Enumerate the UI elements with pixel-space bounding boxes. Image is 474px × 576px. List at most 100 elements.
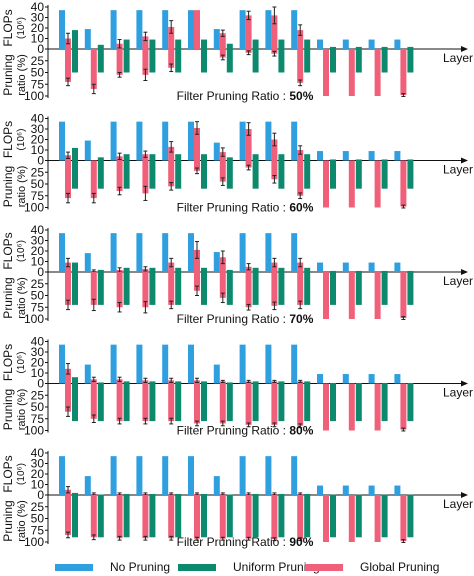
bar-flops-no-pruning	[59, 456, 65, 495]
bar-ratio-global-pruning	[194, 383, 200, 424]
bar-ratio-uniform-pruning	[407, 495, 414, 538]
bar-flops-uniform-pruning	[201, 39, 207, 49]
bar-flops-no-pruning	[110, 121, 117, 161]
flops-tick-label: 30	[31, 11, 45, 25]
bar-ratio-uniform-pruning	[381, 383, 388, 422]
flops-axis-label: FLOPs	[1, 232, 15, 269]
bar-flops-uniform-pruning	[175, 493, 182, 495]
bar-flops-no-pruning	[368, 374, 375, 384]
bar-ratio-global-pruning	[323, 383, 329, 431]
bar-flops-no-pruning	[265, 121, 272, 161]
bar-flops-uniform-pruning	[252, 267, 259, 272]
ratio-tick-label: 75	[31, 189, 45, 203]
bar-flops-uniform-pruning	[175, 154, 182, 161]
flops-tick-label: 0	[37, 265, 44, 279]
bar-flops-no-pruning	[84, 140, 91, 161]
bar-flops-no-pruning	[110, 10, 117, 49]
bar-ratio-global-pruning	[348, 272, 355, 319]
flops-tick-label: 0	[37, 488, 44, 502]
bar-flops-uniform-pruning	[226, 157, 233, 161]
bar-flops-global-pruning	[271, 15, 278, 49]
bar-flops-uniform-pruning	[149, 493, 156, 495]
bar-ratio-uniform-pruning	[304, 383, 311, 422]
bar-flops-no-pruning	[265, 233, 272, 272]
bar-flops-global-pruning	[168, 146, 175, 161]
bar-flops-uniform-pruning	[252, 493, 259, 495]
bar-ratio-uniform-pruning	[149, 272, 156, 305]
bar-flops-no-pruning	[84, 476, 91, 495]
bar-ratio-global-pruning	[374, 383, 381, 431]
ratio-tick-label: 75	[31, 412, 45, 426]
bar-flops-uniform-pruning	[123, 493, 130, 495]
bar-flops-uniform-pruning	[252, 381, 259, 384]
bar-ratio-global-pruning	[348, 383, 355, 431]
bar-flops-no-pruning	[342, 374, 349, 384]
legend-label-no-pruning: No Pruning	[110, 560, 170, 574]
bar-ratio-uniform-pruning	[226, 495, 233, 538]
bar-flops-uniform-pruning	[97, 44, 104, 49]
bar-ratio-uniform-pruning	[97, 383, 104, 422]
bar-flops-uniform-pruning	[381, 382, 388, 384]
bar-ratio-uniform-pruning	[407, 49, 414, 73]
ratio-tick-label: 100	[24, 89, 44, 103]
bar-flops-global-pruning	[245, 129, 252, 161]
bar-flops-no-pruning	[59, 344, 65, 384]
ratio-axis-unit: ratio (%)	[16, 166, 28, 208]
bar-flops-uniform-pruning	[381, 159, 388, 161]
bar-ratio-global-pruning	[65, 383, 71, 412]
bar-flops-uniform-pruning	[149, 267, 156, 272]
bar-ratio-global-pruning	[116, 49, 123, 75]
bar-ratio-global-pruning	[374, 49, 381, 96]
bar-flops-uniform-pruning	[149, 381, 156, 384]
bar-flops-no-pruning	[84, 364, 91, 384]
bar-ratio-uniform-pruning	[278, 383, 285, 422]
bar-flops-no-pruning	[291, 10, 298, 49]
bar-flops-no-pruning	[136, 121, 143, 161]
bar-flops-no-pruning	[59, 121, 65, 161]
bar-flops-uniform-pruning	[201, 493, 207, 495]
bar-ratio-uniform-pruning	[278, 495, 285, 538]
bar-ratio-global-pruning	[271, 160, 278, 180]
bar-ratio-uniform-pruning	[304, 495, 311, 538]
ratio-axis-unit: ratio (%)	[16, 500, 28, 542]
bar-flops-uniform-pruning	[97, 494, 104, 495]
bar-flops-uniform-pruning	[252, 39, 259, 49]
bar-flops-uniform-pruning	[278, 493, 285, 495]
bar-ratio-uniform-pruning	[330, 272, 336, 305]
bar-flops-no-pruning	[136, 456, 143, 495]
ratio-tick-label: 25	[31, 388, 45, 402]
flops-axis-label: FLOPs	[1, 455, 15, 492]
bar-flops-global-pruning	[142, 36, 149, 49]
x-axis-arrow	[461, 269, 468, 275]
bar-flops-no-pruning	[162, 121, 169, 161]
bar-ratio-uniform-pruning	[381, 272, 388, 305]
bar-ratio-uniform-pruning	[72, 272, 78, 305]
bar-flops-global-pruning	[245, 15, 252, 49]
flops-tick-label: 30	[31, 457, 45, 471]
bar-flops-uniform-pruning	[201, 154, 207, 161]
bar-ratio-uniform-pruning	[226, 383, 233, 422]
bar-ratio-uniform-pruning	[201, 383, 207, 422]
bar-ratio-global-pruning	[348, 49, 355, 96]
ratio-axis-label: Pruning	[1, 277, 15, 318]
bar-flops-uniform-pruning	[278, 267, 285, 272]
flops-axis-label: FLOPs	[1, 9, 15, 46]
bar-flops-no-pruning	[291, 456, 298, 495]
flops-tick-label: 30	[31, 345, 45, 359]
bar-flops-no-pruning	[136, 233, 143, 272]
bar-flops-uniform-pruning	[330, 270, 336, 272]
bar-flops-no-pruning	[239, 233, 246, 272]
bar-flops-uniform-pruning	[226, 269, 233, 272]
bar-ratio-global-pruning	[90, 495, 97, 538]
bar-flops-uniform-pruning	[278, 39, 285, 49]
x-axis-label: Layer	[443, 51, 473, 65]
bar-flops-no-pruning	[291, 344, 298, 384]
bar-ratio-global-pruning	[219, 49, 226, 58]
bar-ratio-global-pruning	[323, 49, 329, 96]
bar-ratio-global-pruning	[400, 495, 407, 542]
panel-title-value: 70%	[289, 312, 313, 326]
panel-title: Filter Pruning Ratio : 80%	[177, 424, 314, 438]
ratio-axis-label: Pruning	[1, 500, 15, 541]
bar-flops-no-pruning	[110, 456, 117, 495]
